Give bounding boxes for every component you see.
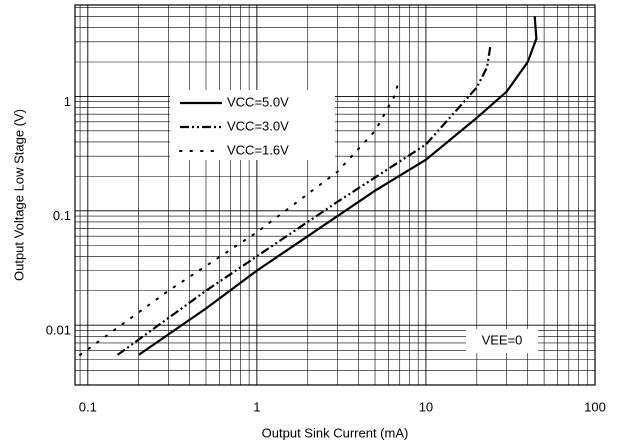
legend-label: VCC=1.6V: [227, 142, 289, 157]
x-tick-label: 0.1: [79, 399, 97, 414]
series-line: [116, 46, 492, 356]
y-tick-label: 0.01: [46, 323, 71, 338]
series-line: [138, 16, 538, 356]
series-line: [79, 76, 401, 356]
y-axis-label: Output Voltage Low Stage (V): [11, 109, 26, 281]
y-tick-label: 0.1: [53, 208, 71, 223]
x-axis-label: Output Sink Current (mA): [262, 425, 409, 440]
y-tick-label: 1: [64, 94, 71, 109]
legend-label: VCC=5.0V: [227, 94, 289, 109]
plot-background: [75, 5, 595, 385]
plot-frame: [74, 4, 596, 386]
annotation-box: [466, 329, 538, 353]
legend-label: VCC=3.0V: [227, 118, 289, 133]
legend-box: [170, 90, 335, 160]
x-tick-label: 1: [253, 399, 260, 414]
x-tick-label: 10: [419, 399, 433, 414]
x-tick-label: 100: [584, 399, 606, 414]
annotation: VEE=0: [482, 332, 523, 347]
